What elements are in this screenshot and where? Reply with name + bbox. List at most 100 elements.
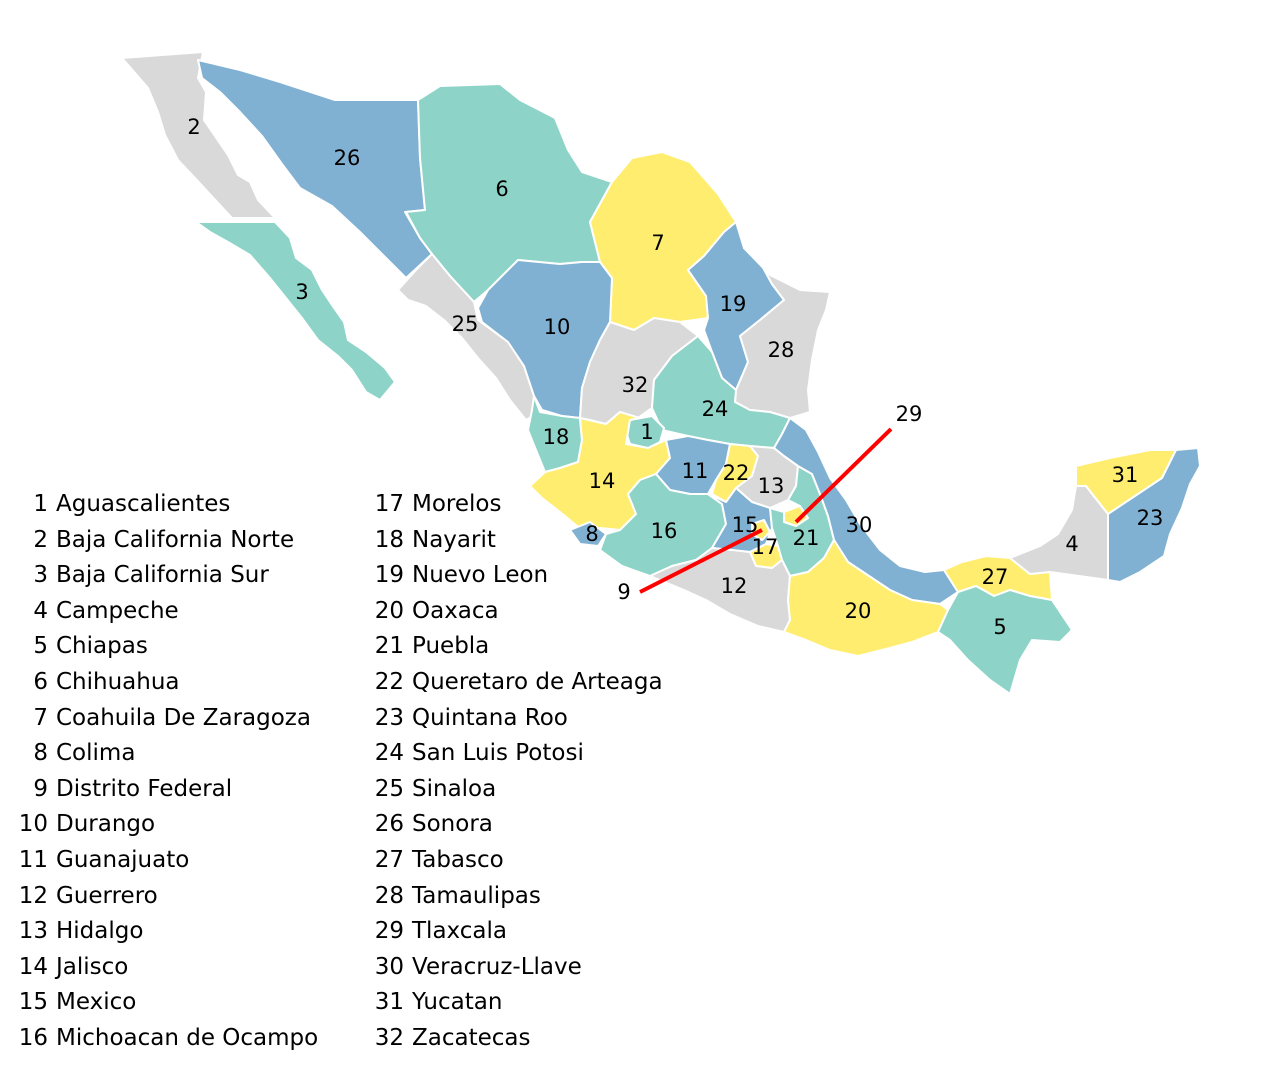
legend-item: 10 Durango <box>18 807 318 843</box>
legend-number: 9 <box>33 775 48 802</box>
legend-item: 17 Morelos <box>374 487 663 523</box>
state-3-shape <box>195 221 396 401</box>
legend-state-name: Durango <box>56 811 156 838</box>
state-label-8: 8 <box>585 522 598 546</box>
legend-state-name: San Luis Potosi <box>412 740 584 767</box>
legend-number: 24 <box>374 740 404 767</box>
legend-item: 21 Puebla <box>374 629 663 665</box>
legend-state-name: Jalisco <box>56 953 129 980</box>
legend-number: 30 <box>374 953 404 980</box>
legend-state-name: Baja California Norte <box>56 526 295 553</box>
legend-number: 11 <box>18 846 48 873</box>
legend-item: 20 Oaxaca <box>374 594 663 630</box>
state-label-3: 3 <box>295 280 308 304</box>
legend-item: 23 Quintana Roo <box>374 701 663 737</box>
state-label-24: 24 <box>702 397 729 421</box>
legend-item: 31 Yucatan <box>374 985 663 1021</box>
legend-state-name: Colima <box>56 740 136 767</box>
legend-column-right: 17 Morelos 18 Nayarit 19 Nuevo Leon 20 Oaxaca 21… <box>374 487 663 1057</box>
state-8-shape <box>569 521 607 547</box>
legend-number: 22 <box>374 668 404 695</box>
state-label-29: 29 <box>896 402 923 426</box>
legend-state-name: Guerrero <box>56 882 158 909</box>
state-label-25: 25 <box>452 312 479 336</box>
legend-column-left: 1 Aguascalientes 2 Baja California Norte 3 Ba… <box>18 487 319 1057</box>
legend-number: 4 <box>33 597 48 624</box>
legend-number: 5 <box>33 633 48 660</box>
legend-number: 31 <box>374 989 404 1016</box>
legend-state-name: Morelos <box>412 491 502 517</box>
legend-state-name: Guanajuato <box>56 846 190 873</box>
state-11-shape <box>655 435 731 495</box>
legend-item: 2 Baja California Norte <box>18 523 318 559</box>
legend-number: 29 <box>374 918 404 945</box>
legend-state-name: Coahuila De Zaragoza <box>56 704 311 731</box>
state-label-4: 4 <box>1065 532 1078 556</box>
leader-line-29 <box>794 427 893 524</box>
legend-item: 30 Veracruz-Llave <box>374 950 663 986</box>
legend-state-name: Chiapas <box>56 633 148 660</box>
legend-state-name: Zacatecas <box>412 1024 531 1051</box>
legend-number: 19 <box>374 562 404 589</box>
legend-item: 1 Aguascalientes <box>18 487 318 523</box>
state-label-1: 1 <box>640 420 653 444</box>
legend-number: 17 <box>374 491 404 517</box>
state-2-shape <box>121 51 276 219</box>
legend-state-name: Distrito Federal <box>56 775 233 802</box>
legend-item: 3 Baja California Sur <box>18 558 318 594</box>
legend-state-name: Sinaloa <box>412 775 497 802</box>
state-5-shape <box>937 585 1073 695</box>
legend-number: 2 <box>33 526 48 553</box>
legend-item: 25 Sinaloa <box>374 772 663 808</box>
legend-state-name: Yucatan <box>412 989 503 1016</box>
leader-line-9 <box>639 528 763 594</box>
legend-state-name: Baja California Sur <box>56 562 269 589</box>
legend-number: 20 <box>374 597 404 624</box>
legend-item: 13 Hidalgo <box>18 914 318 950</box>
legend-item: 12 Guerrero <box>18 879 318 915</box>
state-label-22: 22 <box>723 461 750 485</box>
state-label-17: 17 <box>752 535 779 559</box>
state-label-14: 14 <box>589 469 616 493</box>
legend-number: 8 <box>33 740 48 767</box>
legend-state-name: Chihuahua <box>56 668 180 695</box>
legend-state-name: Tlaxcala <box>412 918 507 945</box>
legend-item: 14 Jalisco <box>18 950 318 986</box>
state-4-shape <box>1009 485 1109 581</box>
legend-state-name: Tamaulipas <box>412 882 541 909</box>
legend-item: 4 Campeche <box>18 594 318 630</box>
legend-item: 6 Chihuahua <box>18 665 318 701</box>
legend-number: 14 <box>18 953 48 980</box>
legend-number: 28 <box>374 882 404 909</box>
legend-number: 10 <box>18 811 48 838</box>
state-label-5: 5 <box>993 615 1006 639</box>
state-23-shape <box>1107 447 1201 583</box>
legend-number: 16 <box>18 1024 48 1051</box>
legend-number: 6 <box>33 668 48 695</box>
legend-item: 9 Distrito Federal <box>18 772 318 808</box>
state-label-16: 16 <box>651 519 678 543</box>
state-label-12: 12 <box>721 574 748 598</box>
legend-item: 22 Queretaro de Arteaga <box>374 665 663 701</box>
state-label-15: 15 <box>732 513 759 537</box>
state-label-23: 23 <box>1137 506 1164 530</box>
state-label-21: 21 <box>793 526 820 550</box>
state-label-30: 30 <box>846 513 873 537</box>
state-label-26: 26 <box>334 146 361 170</box>
legend-state-name: Nayarit <box>412 526 496 553</box>
legend-item: 15 Mexico <box>18 985 318 1021</box>
legend-number: 1 <box>33 491 48 517</box>
legend-item: 19 Nuevo Leon <box>374 558 663 594</box>
state-label-13: 13 <box>758 474 785 498</box>
state-label-10: 10 <box>544 315 571 339</box>
legend-state-name: Quintana Roo <box>412 704 568 731</box>
legend-number: 32 <box>374 1024 404 1051</box>
legend-number: 18 <box>374 526 404 553</box>
legend-state-name: Michoacan de Ocampo <box>56 1024 319 1051</box>
state-label-31: 31 <box>1112 463 1139 487</box>
legend-item: 27 Tabasco <box>374 843 663 879</box>
state-26-shape <box>197 59 433 279</box>
legend-state-name: Sonora <box>412 811 493 838</box>
legend-item: 11 Guanajuato <box>18 843 318 879</box>
